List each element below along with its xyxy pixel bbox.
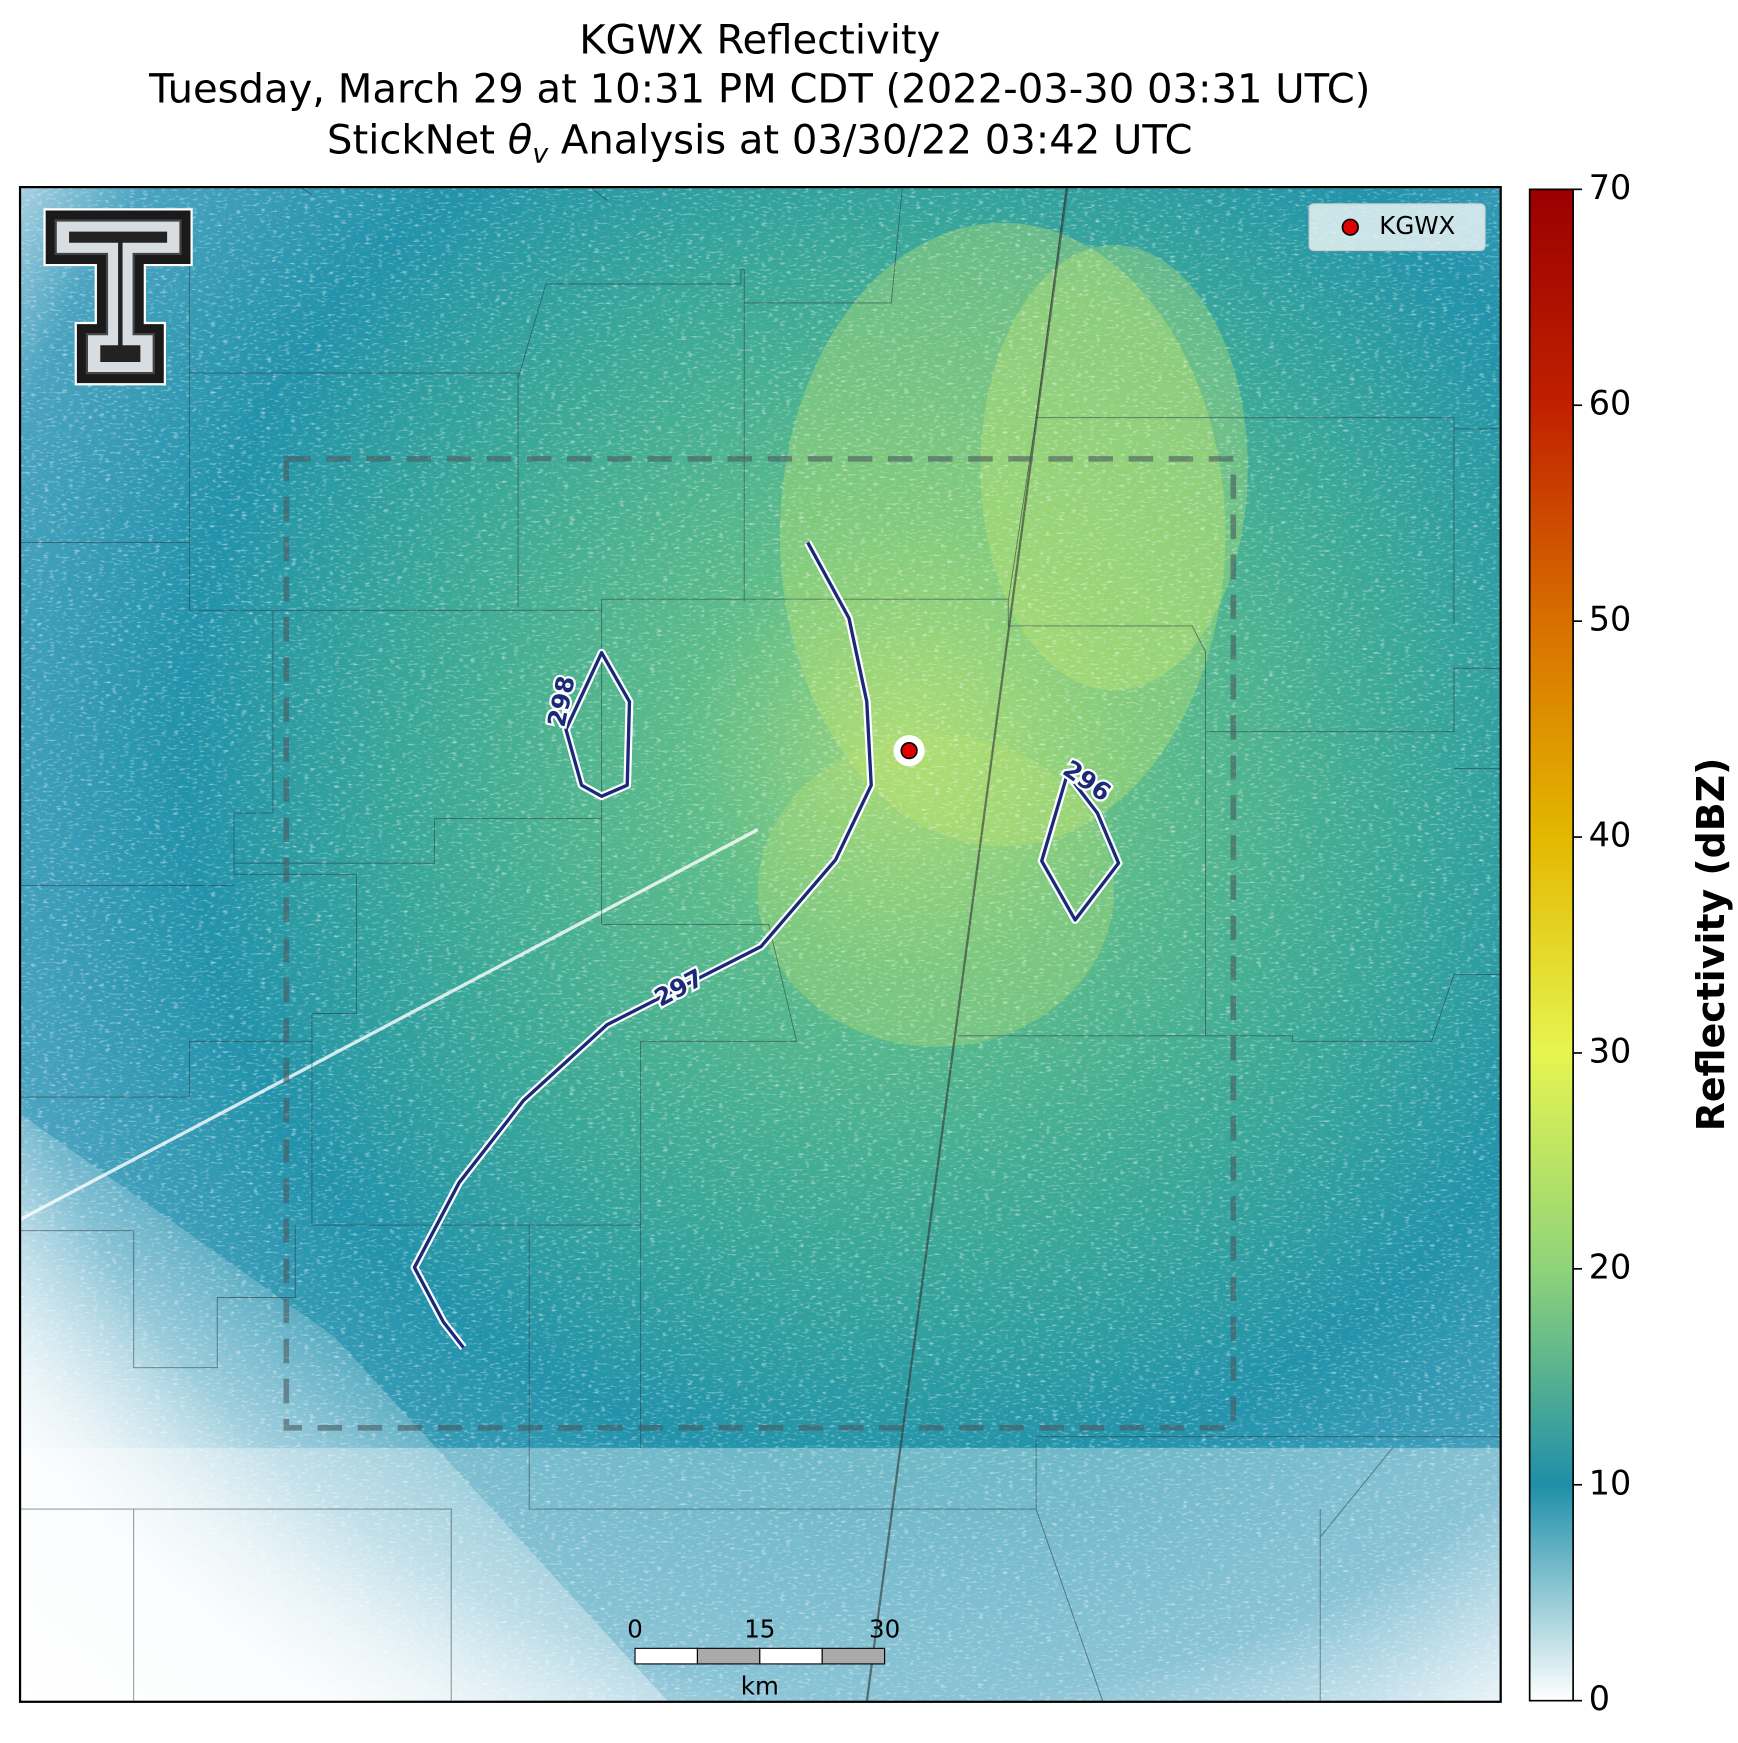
legend: KGWX (1308, 203, 1486, 252)
colorbar-label: Reflectivity (dBZ) (1689, 758, 1733, 1132)
title-line3: StickNet θv Analysis at 03/30/22 03:42 U… (327, 118, 1193, 170)
colorbar-tick-label: 10 (1589, 1463, 1632, 1502)
contour-298 (562, 648, 634, 801)
scale-tick-label: 30 (869, 1615, 900, 1644)
title-line2: Tuesday, March 29 at 10:31 PM CDT (2022-… (148, 66, 1370, 112)
scale-tick-label: 0 (627, 1615, 643, 1644)
colorbar-tick-label: 30 (1589, 1031, 1632, 1070)
contour-296 (1037, 770, 1123, 924)
scale-bar: km 0 15 30 (627, 1615, 900, 1701)
colorbar-tick-label: 20 (1589, 1247, 1632, 1286)
scale-tick-label: 15 (744, 1615, 775, 1644)
map-frame (18, 185, 1502, 1703)
colorbar-tick-label: 40 (1589, 816, 1632, 855)
colorbar-ramp (1528, 188, 1574, 1702)
radar-site (900, 742, 918, 760)
colorbar: Reflectivity (dBZ) 0 10 20 30 40 50 60 70 (1528, 168, 1733, 1718)
title-line1: KGWX Reflectivity (579, 17, 940, 63)
colorbar-tick-label: 60 (1589, 384, 1632, 423)
title-symbol: θ (508, 118, 533, 164)
beam-blockage (20, 828, 759, 1222)
legend-marker (1341, 218, 1359, 236)
colorbar-tick-label: 50 (1589, 600, 1632, 639)
contour-297 (410, 540, 876, 1351)
colorbar-tick-label: 0 (1589, 1679, 1610, 1718)
analysis-domain (283, 456, 1237, 1431)
scale-unit: km (741, 1671, 779, 1700)
title-prefix: StickNet (327, 118, 508, 164)
map: 298 297 296 KGWX km 0 15 30 (20, 187, 1501, 1702)
highway (865, 187, 1069, 1702)
logo (43, 208, 193, 386)
title-suffix: Analysis at 03/30/22 03:42 UTC (548, 118, 1192, 164)
title-subscript: v (532, 139, 549, 170)
sw-clear (20, 1113, 669, 1702)
legend-label: KGWX (1379, 211, 1455, 240)
legend-box (1308, 203, 1486, 252)
colorbar-tick-label: 70 (1589, 168, 1632, 207)
